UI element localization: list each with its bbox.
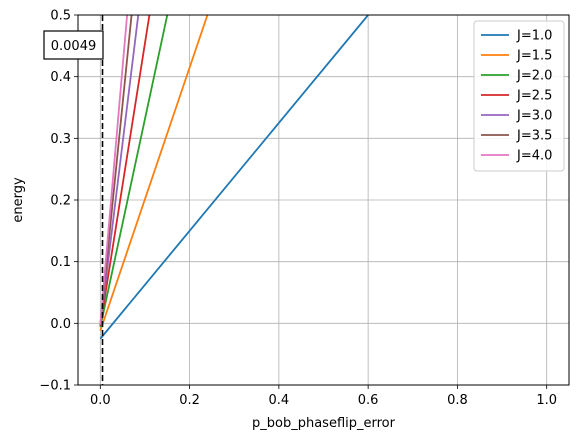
series-lines <box>99 15 369 340</box>
legend-label: J=2.5 <box>516 89 552 104</box>
series-line-j-3-0 <box>99 15 140 326</box>
legend-label: J=1.5 <box>516 49 552 64</box>
annotation-box: 0.0049 <box>43 30 104 60</box>
y-tick-label: −0.1 <box>39 379 71 394</box>
legend-label: J=4.0 <box>516 149 552 164</box>
legend-frame <box>473 20 565 172</box>
series-line-j-2-5 <box>99 15 151 326</box>
x-tick-label: 0.2 <box>179 393 200 408</box>
annotation-text: 0.0049 <box>51 39 97 54</box>
axis-ticks: 0.0 0.2 0.4 0.6 0.8 1.0 −0.1 0.0 0.1 0.2 0.3 0.4 0.5 <box>39 9 557 409</box>
series-line-j-1-5 <box>99 15 209 332</box>
y-tick-label: 0.0 <box>50 317 71 332</box>
annotation-frame <box>43 30 104 60</box>
x-tick-label: 0.0 <box>90 393 111 408</box>
y-tick-label: 0.1 <box>50 255 71 270</box>
y-tick-label: 0.3 <box>50 132 71 147</box>
legend-label: J=3.5 <box>516 129 552 144</box>
series-line-j-1-0 <box>99 15 369 340</box>
x-tick-label: 0.6 <box>358 393 379 408</box>
x-axis-label: p_bob_phaseflip_error <box>252 416 396 431</box>
y-tick-label: 0.2 <box>50 194 71 209</box>
series-line-j-4-0 <box>99 15 128 325</box>
x-tick-label: 0.8 <box>447 393 468 408</box>
y-tick-label: 0.4 <box>50 70 71 85</box>
series-line-j-2-0 <box>99 15 169 328</box>
y-tick-label: 0.5 <box>50 9 71 24</box>
x-tick-label: 0.4 <box>269 393 290 408</box>
legend-label: J=1.0 <box>516 29 552 44</box>
legend-label: J=3.0 <box>516 109 552 124</box>
x-tick-label: 1.0 <box>536 393 557 408</box>
legend: J=1.0 J=1.5 J=2.0 J=2.5 J=3.0 J=3.5 J=4.0 <box>473 20 565 172</box>
legend-label: J=2.0 <box>516 69 552 84</box>
y-axis-label: energy <box>11 177 26 223</box>
